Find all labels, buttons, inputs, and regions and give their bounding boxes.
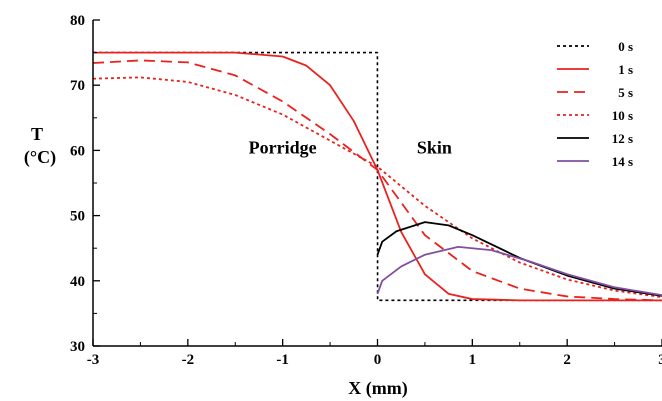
y-tick-label: 30 [70, 339, 85, 355]
x-tick-label: 1 [469, 352, 477, 368]
text-labels: X (mm) T (°C) Porridge Skin [24, 124, 452, 399]
x-tick-label: 0 [374, 352, 382, 368]
y-tick-label: 50 [70, 209, 85, 225]
x-tick-label: -2 [182, 352, 195, 368]
legend-label-14s: 14 s [612, 154, 633, 169]
x-tick-label: -3 [87, 352, 100, 368]
x-axis-title: X (mm) [348, 378, 407, 399]
legend-label-10s: 10 s [612, 108, 633, 123]
series-line-12s [376, 221, 662, 297]
y-tick-label: 40 [70, 274, 85, 290]
plot-area [92, 51, 662, 302]
annotation-skin: Skin [417, 138, 452, 158]
annotation-porridge: Porridge [249, 138, 317, 158]
legend-label-1s: 1 s [618, 62, 633, 77]
x-tick-label: -1 [276, 352, 289, 368]
y-axis-title-symbol: T [31, 124, 43, 144]
y-tick-label: 60 [70, 143, 85, 159]
series-line-5s [92, 59, 662, 302]
legend: 0 s 1 s 5 s 10 s 12 s 14 s [557, 39, 633, 169]
y-axis-title-unit: (°C) [24, 147, 56, 168]
x-tick-label: 3 [658, 352, 662, 368]
y-tick-label: 80 [70, 13, 85, 29]
y-tick-label: 70 [70, 78, 85, 94]
x-tick-label: 2 [563, 352, 571, 368]
legend-label-5s: 5 s [618, 85, 633, 100]
legend-label-0s: 0 s [618, 39, 633, 54]
legend-label-12s: 12 s [612, 131, 633, 146]
series-line-14s [376, 245, 662, 297]
axes: -3 -2 -1 0 1 2 3 30 40 50 60 70 80 [70, 13, 662, 368]
series-line-0s [93, 51, 662, 302]
